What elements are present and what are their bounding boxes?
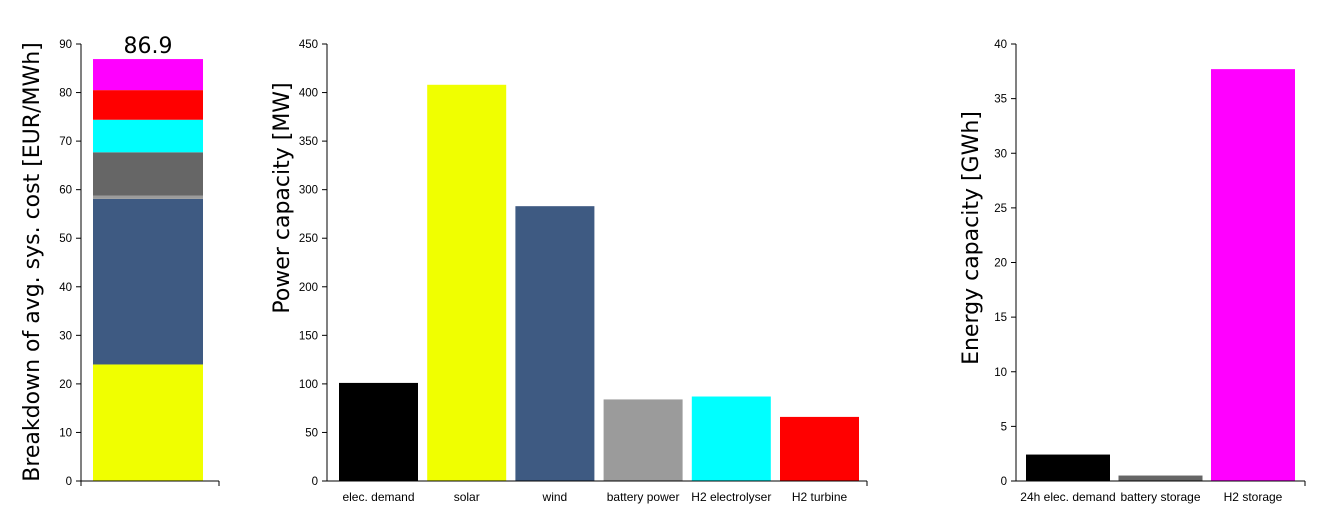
bar-24h-elec-demand bbox=[1026, 454, 1110, 481]
y-tick-label: 50 bbox=[305, 427, 318, 439]
cost-segment-6 bbox=[93, 59, 203, 91]
y-tick-label: 80 bbox=[59, 88, 72, 100]
y-tick-label: 300 bbox=[299, 185, 318, 197]
y-tick-label: 0 bbox=[66, 476, 72, 488]
y-tick-label: 450 bbox=[299, 39, 318, 51]
y-tick-label: 150 bbox=[299, 330, 318, 342]
bar-solar bbox=[427, 84, 507, 481]
bar-battery-storage bbox=[1118, 475, 1203, 481]
cost-segment-5 bbox=[93, 90, 203, 120]
y-tick-label: 70 bbox=[59, 136, 72, 148]
cost-segment-2 bbox=[93, 195, 203, 199]
y-tick-label: 15 bbox=[994, 312, 1007, 324]
y-tick-label: 250 bbox=[299, 233, 318, 245]
category-label: wind bbox=[542, 490, 568, 504]
category-label: H2 storage bbox=[1224, 490, 1283, 504]
y-tick-label: 60 bbox=[59, 185, 72, 197]
category-label: 24h elec. demand bbox=[1020, 490, 1115, 504]
category-label: battery storage bbox=[1120, 490, 1200, 504]
bar-h2-electrolyser bbox=[691, 396, 771, 481]
y-tick-label: 40 bbox=[59, 282, 72, 294]
y-tick-label: 400 bbox=[299, 88, 318, 100]
y-tick-label: 25 bbox=[994, 203, 1007, 215]
category-label: battery power bbox=[607, 490, 680, 504]
energy-capacity-chart: Energy capacity [GWh] 24h elec. demand ba… bbox=[959, 39, 1306, 504]
y-tick-label: 30 bbox=[59, 330, 72, 342]
category-label: H2 turbine bbox=[792, 490, 848, 504]
y-tick-label: 50 bbox=[59, 233, 72, 245]
y-tick-label: 350 bbox=[299, 136, 318, 148]
bar-h2-turbine bbox=[780, 416, 859, 481]
y-tick-label: 35 bbox=[994, 94, 1007, 106]
bar-h2-storage bbox=[1211, 69, 1295, 481]
cost-breakdown-chart: Breakdown of avg. sys. cost [EUR/MWh] 86… bbox=[20, 34, 220, 488]
y-tick-label: 0 bbox=[1001, 476, 1007, 488]
y-tick-label: 5 bbox=[1001, 421, 1007, 433]
y-tick-label: 10 bbox=[59, 427, 72, 439]
y-tick-label: 10 bbox=[994, 367, 1007, 379]
cost-segment-0 bbox=[93, 364, 203, 481]
cost-segment-4 bbox=[93, 119, 203, 153]
y-tick-label: 40 bbox=[994, 39, 1007, 51]
y-tick-label: 30 bbox=[994, 148, 1007, 160]
y-tick-label: 20 bbox=[994, 258, 1007, 270]
y-tick-label: 20 bbox=[59, 379, 72, 391]
bar-wind bbox=[515, 206, 595, 482]
power-capacity-chart: Power capacity [MW] elec. demand solar win… bbox=[270, 39, 868, 504]
y-tick-label: 0 bbox=[312, 476, 318, 488]
category-label: elec. demand bbox=[342, 490, 414, 504]
y-tick-label: 200 bbox=[299, 282, 318, 294]
cost-total-label: 86.9 bbox=[124, 34, 173, 59]
bar-battery-power bbox=[603, 399, 683, 481]
energy-capacity-y-axis-title: Energy capacity [GWh] bbox=[959, 111, 984, 365]
y-tick-label: 90 bbox=[59, 39, 72, 51]
cost-segment-3 bbox=[93, 152, 203, 196]
cost-breakdown-y-axis-title: Breakdown of avg. sys. cost [EUR/MWh] bbox=[20, 42, 45, 482]
y-tick-label: 100 bbox=[299, 379, 318, 391]
cost-segment-1 bbox=[93, 198, 203, 365]
category-label: H2 electrolyser bbox=[691, 490, 771, 504]
bar-elec-demand bbox=[339, 382, 418, 481]
power-capacity-y-axis-title: Power capacity [MW] bbox=[270, 82, 295, 313]
category-label: solar bbox=[454, 490, 480, 504]
